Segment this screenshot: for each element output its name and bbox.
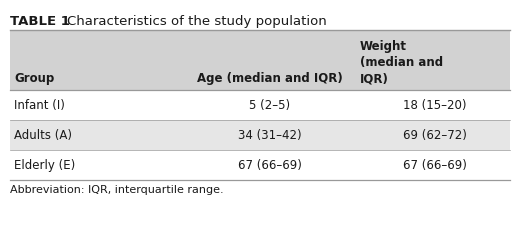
Bar [10,90,510,120]
Bar [10,150,510,180]
Text: Weight
(median and
IQR): Weight (median and IQR) [360,40,443,85]
Text: Infant (I): Infant (I) [14,98,65,111]
Bar [10,30,510,90]
Text: Age (median and IQR): Age (median and IQR) [197,72,343,85]
Text: 34 (31–42): 34 (31–42) [238,128,302,142]
Bar [10,120,510,150]
Text: Elderly (E): Elderly (E) [14,159,75,172]
Text: 69 (62–72): 69 (62–72) [403,128,467,142]
Text: TABLE 1: TABLE 1 [10,15,70,28]
Text: 67 (66–69): 67 (66–69) [403,159,467,172]
Text: 18 (15–20): 18 (15–20) [403,98,467,111]
Text: Abbreviation: IQR, interquartile range.: Abbreviation: IQR, interquartile range. [10,185,224,195]
Text: Adults (A): Adults (A) [14,128,72,142]
Text: 5 (2–5): 5 (2–5) [250,98,291,111]
Text: Characteristics of the study population: Characteristics of the study population [67,15,327,28]
Text: Group: Group [14,72,54,85]
Text: 67 (66–69): 67 (66–69) [238,159,302,172]
